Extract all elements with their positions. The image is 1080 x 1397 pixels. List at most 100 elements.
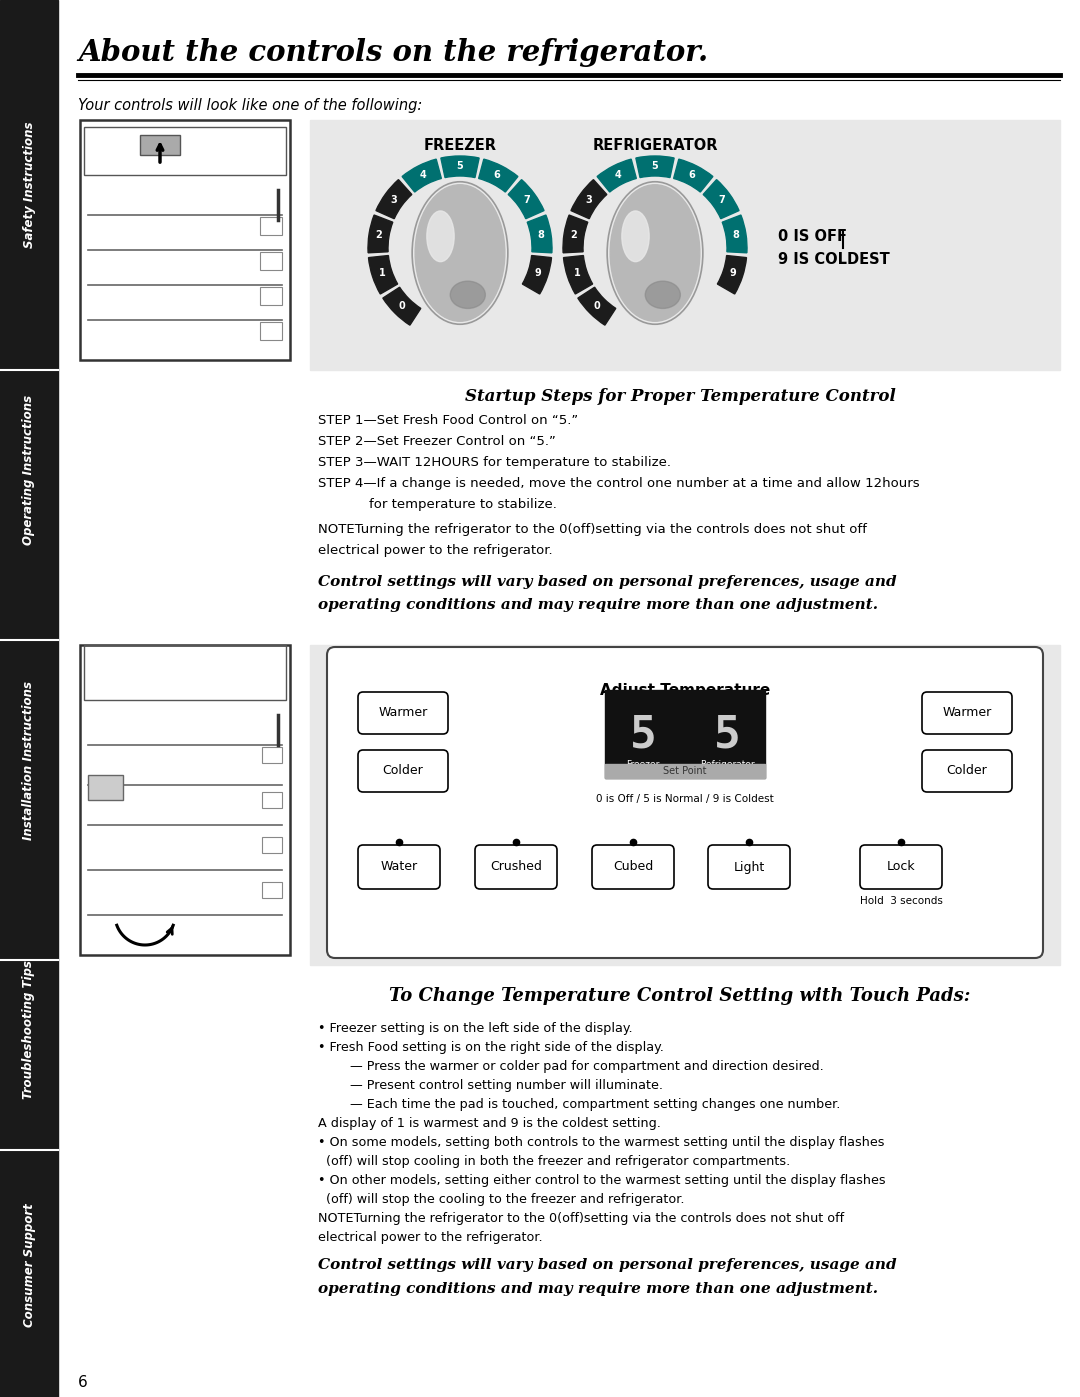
Text: electrical power to the refrigerator.: electrical power to the refrigerator. <box>318 543 553 557</box>
Text: 0: 0 <box>594 300 600 312</box>
Ellipse shape <box>645 281 680 309</box>
Wedge shape <box>563 215 588 253</box>
Text: 3: 3 <box>585 194 592 205</box>
Text: NOTETurning the refrigerator to the 0(off)setting via the controls does not shut: NOTETurning the refrigerator to the 0(of… <box>318 522 867 536</box>
Text: STEP 3—WAIT 12HOURS for temperature to stabilize.: STEP 3—WAIT 12HOURS for temperature to s… <box>318 455 671 469</box>
Text: 9: 9 <box>535 268 541 278</box>
Text: Colder: Colder <box>947 764 987 778</box>
Text: 8: 8 <box>732 231 740 240</box>
Wedge shape <box>382 288 421 326</box>
Text: 3: 3 <box>390 194 397 205</box>
Text: 5: 5 <box>714 714 741 757</box>
Text: Hold  3 seconds: Hold 3 seconds <box>860 895 943 907</box>
Bar <box>80 120 291 360</box>
FancyBboxPatch shape <box>357 692 448 733</box>
Text: 7: 7 <box>718 194 725 205</box>
FancyBboxPatch shape <box>922 750 1012 792</box>
Wedge shape <box>578 288 616 326</box>
Text: Set Point: Set Point <box>663 766 706 775</box>
Text: 2: 2 <box>570 231 578 240</box>
Bar <box>260 217 282 235</box>
Wedge shape <box>478 159 518 191</box>
Wedge shape <box>368 215 393 253</box>
FancyBboxPatch shape <box>860 845 942 888</box>
Ellipse shape <box>450 281 485 309</box>
Wedge shape <box>717 256 746 293</box>
Text: 5: 5 <box>651 161 659 170</box>
Bar <box>605 690 765 778</box>
Wedge shape <box>597 159 636 191</box>
Text: 8: 8 <box>538 231 544 240</box>
Bar <box>262 747 282 763</box>
Text: 6: 6 <box>494 170 501 180</box>
Text: 4: 4 <box>419 170 427 180</box>
Text: Operating Instructions: Operating Instructions <box>23 395 36 545</box>
Text: NOTETurning the refrigerator to the 0(off)setting via the controls does not shut: NOTETurning the refrigerator to the 0(of… <box>318 1213 845 1225</box>
Text: for temperature to stabilize.: for temperature to stabilize. <box>318 497 557 511</box>
Bar <box>262 837 282 854</box>
Text: 0: 0 <box>399 300 405 312</box>
Text: Cubed: Cubed <box>612 861 653 873</box>
Bar <box>605 764 765 778</box>
Wedge shape <box>509 180 544 219</box>
FancyBboxPatch shape <box>475 845 557 888</box>
FancyBboxPatch shape <box>357 750 448 792</box>
Text: operating conditions and may require more than one adjustment.: operating conditions and may require mor… <box>318 1282 878 1296</box>
Text: Water: Water <box>380 861 418 873</box>
Text: 2: 2 <box>376 231 382 240</box>
Text: FREEZER: FREEZER <box>423 138 497 154</box>
Wedge shape <box>376 180 411 219</box>
Bar <box>80 645 291 956</box>
Text: 0 is Off / 5 is Normal / 9 is Coldest: 0 is Off / 5 is Normal / 9 is Coldest <box>596 793 774 805</box>
Text: • On other models, setting either control to the warmest setting until the displ: • On other models, setting either contro… <box>318 1173 886 1187</box>
Text: STEP 4—If a change is needed, move the control one number at a time and allow 12: STEP 4—If a change is needed, move the c… <box>318 476 920 490</box>
FancyBboxPatch shape <box>357 845 440 888</box>
Text: Safety Instructions: Safety Instructions <box>23 122 36 249</box>
Text: 4: 4 <box>615 170 621 180</box>
Text: About the controls on the refrigerator.: About the controls on the refrigerator. <box>78 38 708 67</box>
Text: electrical power to the refrigerator.: electrical power to the refrigerator. <box>318 1231 542 1243</box>
Text: 1: 1 <box>573 268 580 278</box>
Text: Control settings will vary based on personal preferences, usage and: Control settings will vary based on pers… <box>318 1259 896 1273</box>
Text: • On some models, setting both controls to the warmest setting until the display: • On some models, setting both controls … <box>318 1136 885 1148</box>
Ellipse shape <box>622 211 649 261</box>
Text: Light: Light <box>733 861 765 873</box>
Bar <box>260 251 282 270</box>
Text: operating conditions and may require more than one adjustment.: operating conditions and may require mor… <box>318 598 878 612</box>
Wedge shape <box>703 180 739 219</box>
Wedge shape <box>723 215 747 253</box>
Text: (off) will stop cooling in both the freezer and refrigerator compartments.: (off) will stop cooling in both the free… <box>318 1155 791 1168</box>
Bar <box>262 882 282 898</box>
Wedge shape <box>402 159 442 191</box>
Wedge shape <box>368 256 397 293</box>
Bar <box>260 321 282 339</box>
FancyBboxPatch shape <box>708 845 789 888</box>
Text: • Fresh Food setting is on the right side of the display.: • Fresh Food setting is on the right sid… <box>318 1041 664 1053</box>
Text: 1: 1 <box>379 268 386 278</box>
Text: Warmer: Warmer <box>943 707 991 719</box>
FancyBboxPatch shape <box>592 845 674 888</box>
Text: 6: 6 <box>78 1375 87 1390</box>
Wedge shape <box>564 256 593 293</box>
Ellipse shape <box>427 211 455 261</box>
Wedge shape <box>636 156 674 177</box>
Bar <box>310 645 1059 965</box>
Ellipse shape <box>415 184 504 321</box>
Text: Warmer: Warmer <box>378 707 428 719</box>
Text: A display of 1 is warmest and 9 is the coldest setting.: A display of 1 is warmest and 9 is the c… <box>318 1118 661 1130</box>
Wedge shape <box>441 156 480 177</box>
Text: • Freezer setting is on the left side of the display.: • Freezer setting is on the left side of… <box>318 1023 633 1035</box>
Bar <box>262 792 282 807</box>
Bar <box>310 120 1059 370</box>
Text: Your controls will look like one of the following:: Your controls will look like one of the … <box>78 98 422 113</box>
Wedge shape <box>523 256 552 293</box>
Text: 5: 5 <box>630 714 657 757</box>
FancyBboxPatch shape <box>922 692 1012 733</box>
Text: Lock: Lock <box>887 861 916 873</box>
Bar <box>140 136 180 155</box>
Text: — Press the warmer or colder pad for compartment and direction desired.: — Press the warmer or colder pad for com… <box>318 1060 824 1073</box>
Text: Crushed: Crushed <box>490 861 542 873</box>
Ellipse shape <box>610 184 700 321</box>
Bar <box>84 127 286 175</box>
Text: STEP 1—Set Fresh Food Control on “5.”: STEP 1—Set Fresh Food Control on “5.” <box>318 414 578 427</box>
